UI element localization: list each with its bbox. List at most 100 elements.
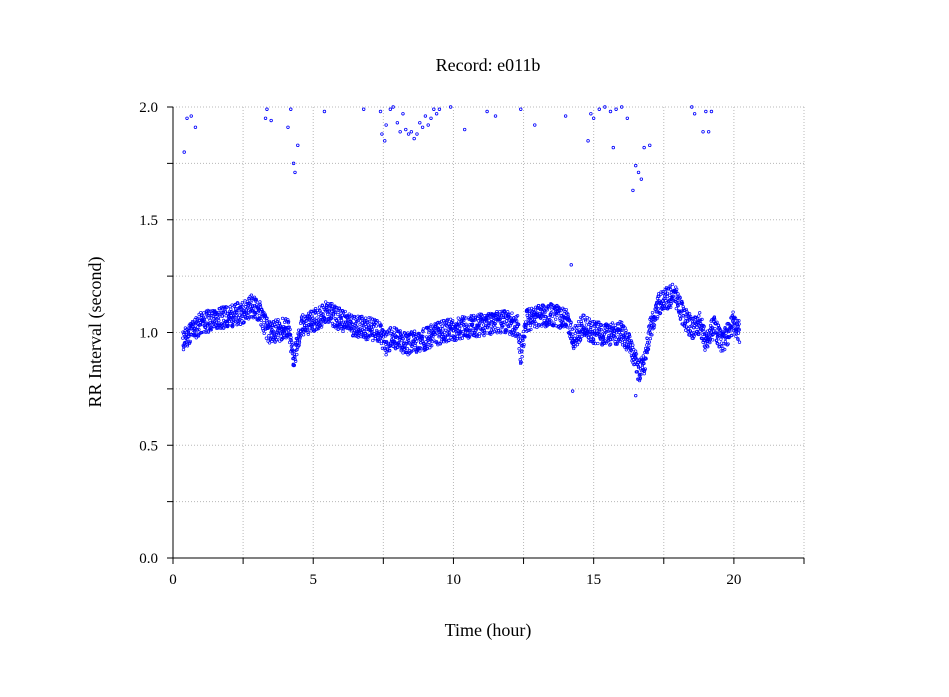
rr-point — [591, 330, 595, 334]
rr-point — [736, 337, 740, 342]
rr-point — [713, 326, 717, 331]
rr-point — [297, 340, 302, 345]
rr-point — [615, 341, 619, 346]
rr-point — [209, 328, 213, 332]
rr-point — [290, 352, 295, 356]
rr-point — [271, 319, 275, 324]
rr-point — [582, 313, 586, 318]
rr-point — [489, 332, 493, 336]
rr-point — [523, 335, 527, 339]
rr-point — [504, 319, 509, 323]
rr-outlier-point — [701, 130, 705, 134]
rr-outlier-point — [634, 393, 638, 398]
rr-point — [440, 324, 444, 328]
rr-point — [629, 339, 633, 343]
rr-point — [202, 311, 206, 315]
rr-point — [509, 330, 513, 335]
rr-point — [310, 310, 314, 314]
rr-point — [386, 348, 390, 352]
rr-point — [686, 326, 690, 331]
rr-point — [549, 319, 553, 323]
rr-point — [245, 306, 250, 310]
rr-point — [282, 335, 286, 339]
rr-point — [702, 324, 706, 329]
rr-outlier-point — [412, 136, 416, 141]
rr-point — [370, 328, 374, 332]
rr-point — [199, 310, 203, 315]
rr-point — [662, 304, 666, 308]
rr-outlier-point — [384, 123, 388, 127]
rr-point — [495, 331, 499, 335]
rr-outlier-point — [519, 107, 523, 111]
rr-point — [225, 305, 229, 309]
rr-point — [643, 367, 647, 371]
rr-point — [510, 311, 514, 315]
rr-point — [567, 318, 572, 322]
rr-point — [542, 309, 547, 313]
rr-outlier-point — [648, 143, 652, 148]
rr-outlier-point — [614, 107, 618, 111]
rr-outlier-point — [401, 112, 405, 116]
rr-point — [685, 319, 690, 324]
rr-point — [181, 336, 185, 340]
rr-point — [239, 311, 243, 315]
rr-point — [514, 332, 518, 336]
rr-point — [399, 348, 403, 353]
rr-point — [193, 328, 197, 332]
rr-point — [647, 343, 651, 348]
rr-outlier-point — [415, 132, 419, 136]
rr-point — [665, 291, 669, 295]
rr-point — [676, 304, 680, 308]
rr-point — [461, 329, 466, 334]
rr-point — [321, 312, 325, 317]
rr-point — [715, 341, 719, 345]
rr-point — [492, 316, 496, 320]
rr-point — [366, 320, 370, 324]
rr-point — [413, 343, 417, 347]
rr-point — [697, 314, 701, 318]
rr-point — [493, 322, 497, 326]
rr-outlier-point — [642, 145, 646, 150]
rr-point — [479, 312, 484, 316]
rr-point — [458, 337, 462, 341]
rr-point — [456, 316, 460, 320]
rr-outlier-point — [429, 116, 433, 120]
rr-point — [580, 316, 584, 321]
rr-point — [457, 326, 462, 331]
rr-point — [544, 315, 548, 319]
rr-point — [735, 322, 739, 326]
rr-point — [643, 356, 648, 360]
rr-outlier-point — [378, 109, 383, 114]
rr-point — [669, 305, 673, 309]
rr-point — [711, 338, 715, 342]
rr-point — [280, 316, 285, 321]
rr-point — [405, 347, 410, 351]
rr-point — [231, 324, 235, 328]
rr-point — [290, 340, 294, 344]
rr-point — [331, 313, 336, 317]
rr-point — [690, 320, 695, 324]
rr-point — [619, 328, 623, 332]
rr-outlier-point — [426, 123, 430, 127]
rr-point — [285, 335, 290, 339]
rr-outlier-point — [706, 130, 711, 134]
rr-point — [621, 324, 625, 328]
rr-point — [695, 325, 699, 330]
rr-outlier-point — [383, 139, 387, 143]
rr-outlier-point — [485, 109, 489, 114]
rr-point — [375, 319, 379, 323]
rr-point — [390, 329, 394, 333]
rr-point — [367, 315, 371, 320]
x-tick-label: 10 — [446, 572, 461, 588]
data-points — [181, 105, 742, 398]
rr-point — [258, 303, 263, 307]
rr-point — [596, 341, 600, 346]
rr-point — [229, 307, 233, 311]
rr-point — [384, 353, 388, 357]
rr-point — [658, 311, 663, 315]
rr-point — [439, 319, 444, 323]
rr-point — [478, 321, 482, 325]
rr-outlier-point — [322, 109, 327, 114]
rr-point — [264, 336, 269, 340]
rr-point — [290, 347, 294, 351]
